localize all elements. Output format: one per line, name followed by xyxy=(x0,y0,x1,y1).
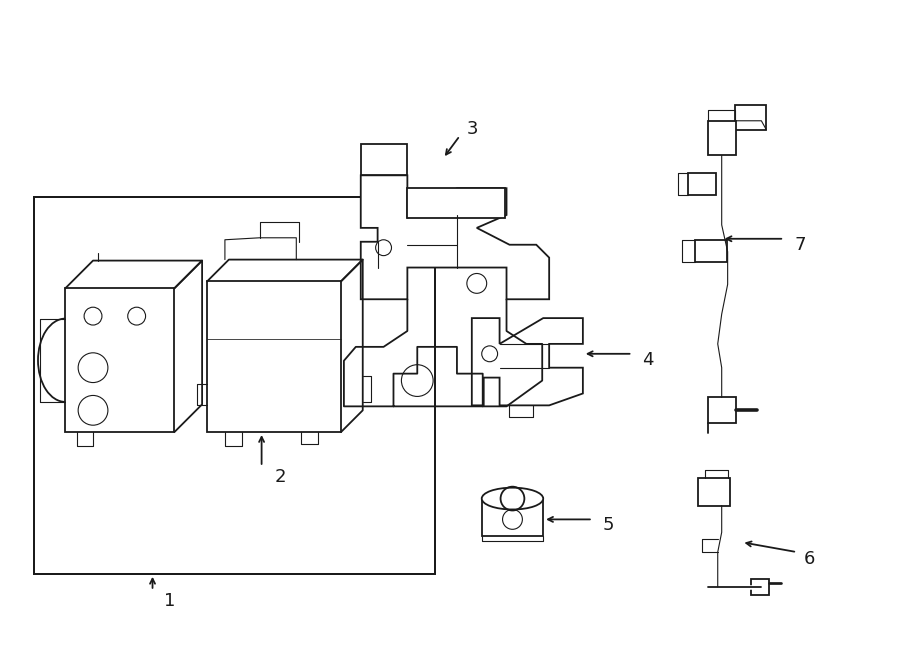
Bar xyxy=(361,143,408,175)
Text: 6: 6 xyxy=(804,550,815,568)
Ellipse shape xyxy=(482,488,544,510)
Text: 3: 3 xyxy=(467,120,479,137)
Bar xyxy=(33,197,435,574)
Bar xyxy=(688,173,716,195)
Bar xyxy=(707,397,735,423)
Text: 2: 2 xyxy=(274,468,286,486)
Bar xyxy=(66,288,175,432)
Bar xyxy=(695,240,726,262)
Bar xyxy=(752,579,770,595)
Bar xyxy=(698,478,730,506)
Bar xyxy=(707,121,735,155)
Bar xyxy=(207,282,341,432)
Text: 5: 5 xyxy=(603,516,614,534)
Bar xyxy=(482,498,544,536)
Bar xyxy=(408,188,505,218)
Text: 1: 1 xyxy=(165,592,176,609)
Text: 4: 4 xyxy=(643,351,654,369)
Text: 7: 7 xyxy=(794,236,806,254)
Polygon shape xyxy=(472,318,583,405)
Polygon shape xyxy=(361,175,549,299)
Bar xyxy=(734,105,766,130)
